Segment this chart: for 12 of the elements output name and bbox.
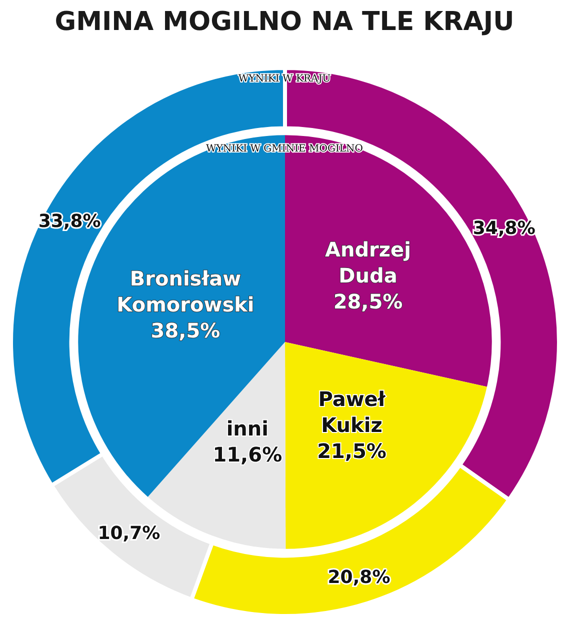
slice-label: Bronisław Komorowski — [116, 266, 254, 316]
data-label: 20,8% — [328, 567, 390, 588]
chart-title: GMINA MOGILNO NA TLE KRAJU — [54, 7, 514, 37]
slice-label: Andrzej Duda — [325, 237, 411, 288]
slice-label: Paweł Kukiz — [318, 386, 386, 437]
data-label: 33,8% — [38, 210, 101, 232]
data-label: 11,6% — [212, 442, 282, 467]
data-label: 28,5% — [333, 289, 403, 314]
data-label: 10,7% — [98, 522, 160, 544]
data-label: 21,5% — [317, 438, 386, 463]
slice-label: inni — [226, 416, 269, 441]
data-label: 38,5% — [150, 318, 220, 342]
